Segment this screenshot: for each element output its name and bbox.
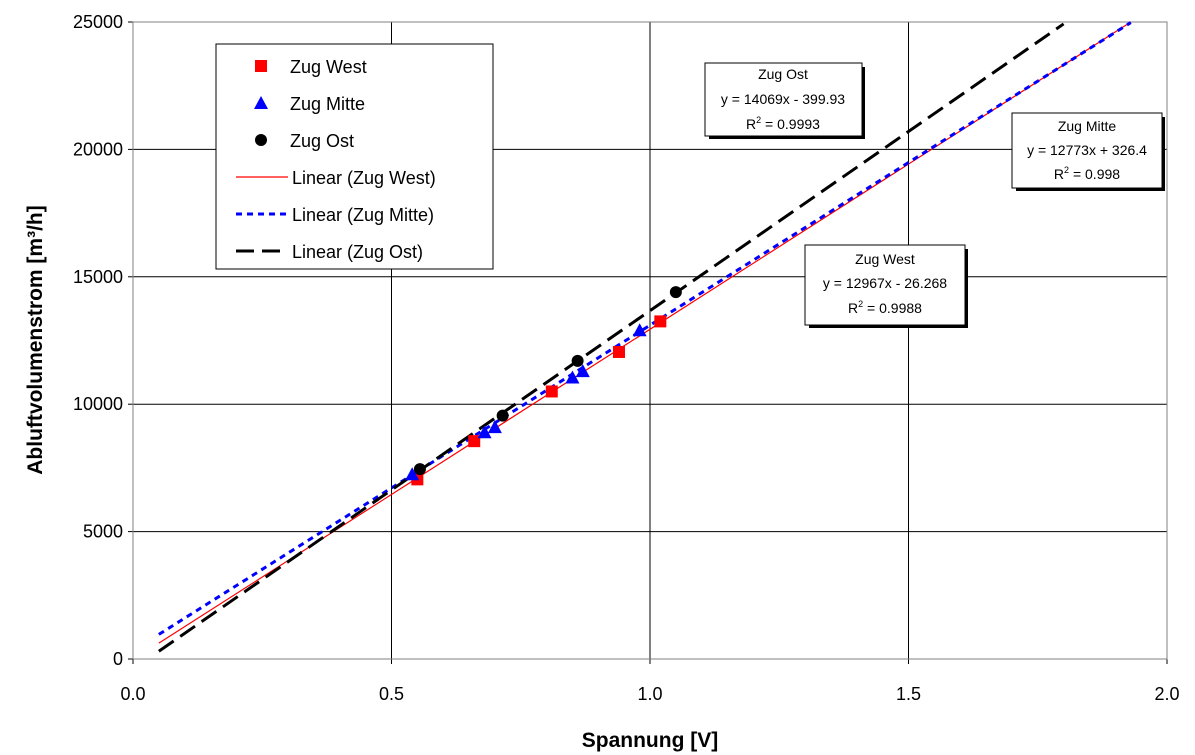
r2-label: R — [1054, 166, 1064, 182]
annotation-box — [1011, 112, 1163, 189]
annotation-shadow — [862, 67, 865, 139]
legend-label: Linear (Zug Ost) — [292, 242, 423, 262]
r2-label: R — [746, 116, 756, 132]
data-point — [575, 364, 590, 378]
legend-label: Zug Mitte — [290, 94, 365, 114]
x-tick-label: 2.0 — [1154, 684, 1179, 704]
y-axis-title: Abluftvolumenstrom [m³/h] — [24, 205, 47, 474]
data-point — [405, 467, 420, 481]
legend-label: Zug West — [290, 57, 367, 77]
annotation-shadow — [965, 249, 968, 328]
legend-swatch — [255, 60, 267, 72]
plot-area-border — [132, 21, 1168, 660]
tick-labels: 0.0 0.5 1.0 1.5 2.0 0 5000 10000 15000 20000 25000 — [73, 12, 1180, 704]
trendlines — [157, 21, 1132, 653]
legend-swatch — [254, 96, 268, 109]
r2-value: = 0.998 — [1069, 166, 1120, 182]
data-point — [468, 435, 481, 448]
annotation-shadow — [1016, 188, 1165, 191]
legend-label: Zug Ost — [290, 131, 354, 151]
trendline — [157, 22, 1065, 653]
r2-exponent: 2 — [1064, 165, 1069, 175]
x-tick-label: 1.5 — [896, 684, 921, 704]
y-tick-label: 15000 — [73, 267, 123, 287]
data-point — [487, 420, 502, 434]
legend-entries: Zug West Zug Mitte Zug Ost Linear (Zug West… — [236, 57, 436, 262]
r2-exponent: 2 — [756, 115, 761, 125]
data-point — [669, 286, 682, 299]
data-point — [565, 370, 580, 384]
x-tick-label: 1.0 — [637, 684, 662, 704]
data-point — [545, 385, 558, 398]
annotation-equation: y = 12967x - 26.268 — [823, 275, 947, 291]
annotation-r2: R2 = 0.998 — [1054, 165, 1120, 182]
annotation-zug-ost: Zug Ost y = 14069x - 399.93 R2 = 0.9993 — [704, 62, 865, 139]
data-point — [612, 345, 625, 358]
legend-label: Linear (Zug Mitte) — [292, 205, 434, 225]
x-tick-label: 0.0 — [120, 684, 145, 704]
r2-value: = 0.9988 — [863, 300, 922, 316]
annotation-shadow — [1162, 117, 1165, 191]
data-point — [477, 425, 492, 439]
y-tick-label: 20000 — [73, 139, 123, 159]
legend-swatch — [255, 134, 267, 146]
annotation-title: Zug Ost — [758, 66, 808, 82]
annotation-r2: R2 = 0.9993 — [746, 115, 820, 132]
annotation-zug-mitte: Zug Mitte y = 12773x + 326.4 R2 = 0.998 — [1011, 112, 1165, 191]
x-tick-label: 0.5 — [379, 684, 404, 704]
annotation-title: Zug West — [855, 251, 915, 267]
r2-exponent: 2 — [858, 299, 863, 309]
data-point — [571, 354, 584, 367]
y-tick-label: 0 — [113, 649, 123, 669]
annotation-zug-west: Zug West y = 12967x - 26.268 R2 = 0.9988 — [804, 244, 968, 328]
annotation-title: Zug Mitte — [1058, 118, 1117, 134]
y-tick-label: 5000 — [83, 522, 123, 542]
data-point — [632, 323, 647, 337]
legend-box — [215, 43, 494, 270]
annotation-shadow — [809, 325, 968, 328]
data-point — [496, 409, 509, 422]
r2-value: = 0.9993 — [761, 116, 820, 132]
annotation-shadow — [709, 136, 865, 139]
annotation-equation: y = 14069x - 399.93 — [721, 91, 845, 107]
y-tick-label: 25000 — [73, 12, 123, 32]
r2-label: R — [848, 300, 858, 316]
x-axis-title: Spannung [V] — [582, 729, 718, 752]
data-point — [413, 463, 426, 476]
annotation-equation: y = 12773x + 326.4 — [1027, 142, 1147, 158]
legend-label: Linear (Zug West) — [292, 168, 436, 188]
trendline — [158, 21, 1132, 636]
annotation-r2: R2 = 0.9988 — [848, 299, 922, 316]
data-markers — [405, 286, 682, 486]
data-point — [654, 315, 667, 328]
y-tick-label: 10000 — [73, 394, 123, 414]
legend: Zug West Zug Mitte Zug Ost Linear (Zug West… — [215, 43, 494, 270]
